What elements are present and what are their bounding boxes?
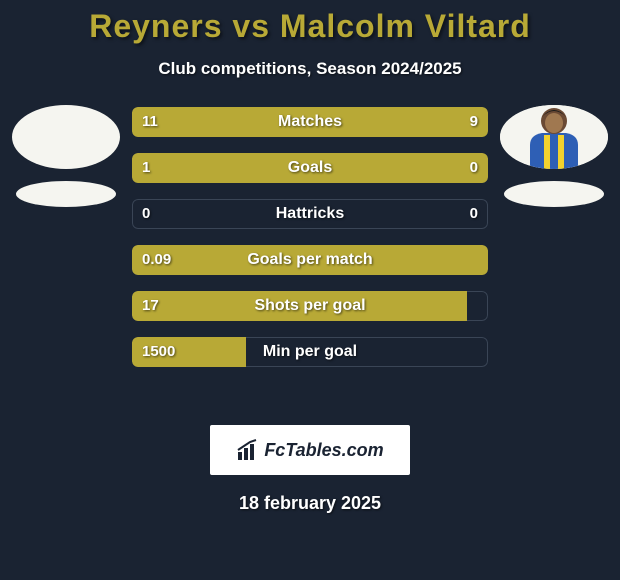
logo: FcTables.com bbox=[236, 438, 383, 462]
player-right-flag bbox=[504, 181, 604, 207]
bar-right bbox=[328, 107, 488, 137]
stat-row: 0.09Goals per match bbox=[132, 245, 488, 275]
subtitle: Club competitions, Season 2024/2025 bbox=[0, 59, 620, 79]
bar-left bbox=[132, 291, 467, 321]
date-label: 18 february 2025 bbox=[0, 493, 620, 514]
stat-row-bg bbox=[132, 199, 488, 229]
stat-row: 17Shots per goal bbox=[132, 291, 488, 321]
stat-row: 1500Min per goal bbox=[132, 337, 488, 367]
player-right-avatar bbox=[500, 105, 608, 169]
stat-row: 1Goals0 bbox=[132, 153, 488, 183]
player-left-column bbox=[6, 105, 126, 219]
stat-row: 0Hattricks0 bbox=[132, 199, 488, 229]
player-left-flag bbox=[16, 181, 116, 207]
bar-left bbox=[132, 107, 328, 137]
bar-left bbox=[132, 153, 395, 183]
bar-right bbox=[395, 153, 488, 183]
player-right-column bbox=[494, 105, 614, 219]
bar-left bbox=[132, 337, 246, 367]
comparison-card: Reyners vs Malcolm Viltard Club competit… bbox=[0, 0, 620, 514]
stats-list: 11Matches9 1Goals0 0Hattricks0 0.09Goals pe… bbox=[132, 107, 488, 367]
player-right-photo-icon bbox=[500, 105, 608, 169]
logo-text: FcTables.com bbox=[264, 440, 383, 461]
page-title: Reyners vs Malcolm Viltard bbox=[0, 8, 620, 45]
player-left-avatar bbox=[12, 105, 120, 169]
logo-box: FcTables.com bbox=[210, 425, 410, 475]
chart-icon bbox=[236, 438, 260, 462]
stat-row: 11Matches9 bbox=[132, 107, 488, 137]
main-content: 11Matches9 1Goals0 0Hattricks0 0.09Goals pe… bbox=[0, 107, 620, 407]
bar-left bbox=[132, 245, 488, 275]
